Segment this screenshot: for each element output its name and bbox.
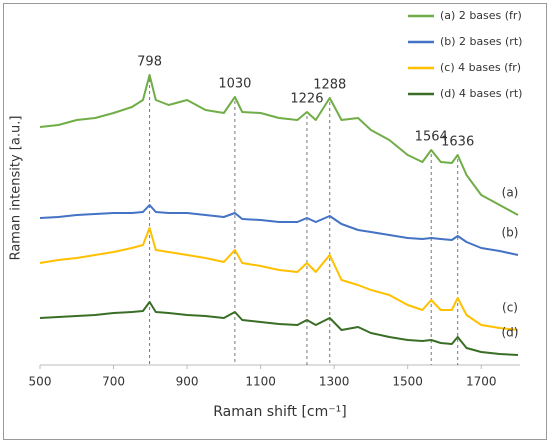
peak-label: 1030: [218, 77, 251, 92]
curve-label: (c): [502, 301, 518, 315]
legend-label: (b) 2 bases (rt): [440, 35, 522, 48]
x-tick-label: 900: [176, 375, 199, 389]
legend-box: [400, 6, 544, 110]
curve-label: (a): [502, 186, 519, 200]
peak-label: 798: [137, 55, 162, 70]
peak-label: 1288: [313, 78, 346, 93]
x-tick-label: 700: [102, 375, 125, 389]
x-axis-label: Raman shift [cm⁻¹]: [213, 404, 346, 420]
series-line: [39, 301, 519, 356]
peak-label: 1564: [415, 130, 448, 145]
peak-label: 1226: [290, 92, 323, 107]
x-tick-label: 1500: [392, 375, 423, 389]
curve-label: (b): [502, 226, 519, 240]
legend-label: (a) 2 bases (fr): [440, 9, 522, 22]
series-line: [39, 227, 519, 331]
series-line: [39, 74, 519, 216]
x-tick-label: 1300: [319, 375, 350, 389]
curve-label: (d): [502, 326, 519, 340]
legend-label: (c) 4 bases (fr): [440, 61, 521, 74]
x-tick-label: 1100: [245, 375, 276, 389]
legend-label: (d) 4 bases (rt): [440, 87, 522, 100]
series-line: [39, 204, 519, 256]
x-tick-label: 500: [29, 375, 52, 389]
x-tick-label: 1700: [466, 375, 497, 389]
peak-label: 1636: [441, 135, 474, 150]
y-axis-label: Raman intensity [a.u.]: [9, 116, 24, 261]
